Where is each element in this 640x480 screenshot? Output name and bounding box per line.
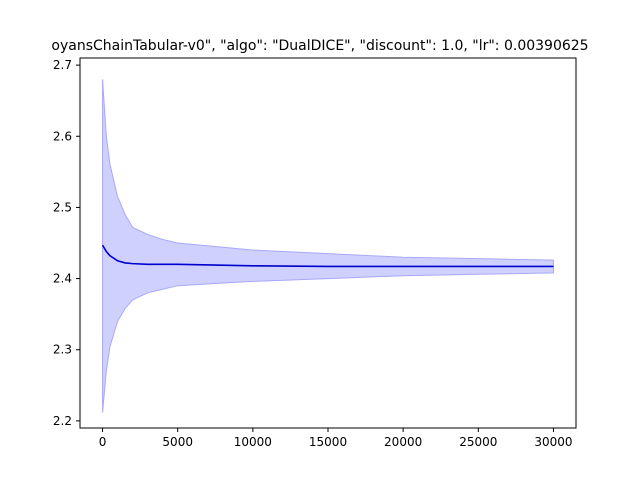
x-tick-label: 20000 xyxy=(384,435,422,449)
x-tick-label: 30000 xyxy=(534,435,572,449)
x-axis: 0 5000 10000 15000 20000 25000 30000 xyxy=(99,428,573,449)
y-tick-label: 2.2 xyxy=(53,414,72,428)
x-tick-label: 5000 xyxy=(162,435,193,449)
mean-line-0 xyxy=(101,244,554,268)
y-axis: 2.2 2.3 2.4 2.5 2.6 2.7 xyxy=(53,58,80,428)
x-tick-label: 10000 xyxy=(234,435,272,449)
y-tick-label: 2.7 xyxy=(53,58,72,72)
y-tick-label: 2.4 xyxy=(53,272,72,286)
y-tick-label: 2.3 xyxy=(53,343,72,357)
chart-title: oyansChainTabular-v0", "algo": "DualDICE… xyxy=(51,38,588,54)
y-tick-label: 2.6 xyxy=(53,129,72,143)
confidence-band-0 xyxy=(102,79,554,413)
x-tick-label: 25000 xyxy=(459,435,497,449)
y-tick-label: 2.5 xyxy=(53,200,72,214)
x-tick-label: 15000 xyxy=(309,435,347,449)
mean-line-layer xyxy=(101,244,554,268)
confidence-band-layer xyxy=(102,79,554,413)
x-tick-label: 0 xyxy=(99,435,107,449)
